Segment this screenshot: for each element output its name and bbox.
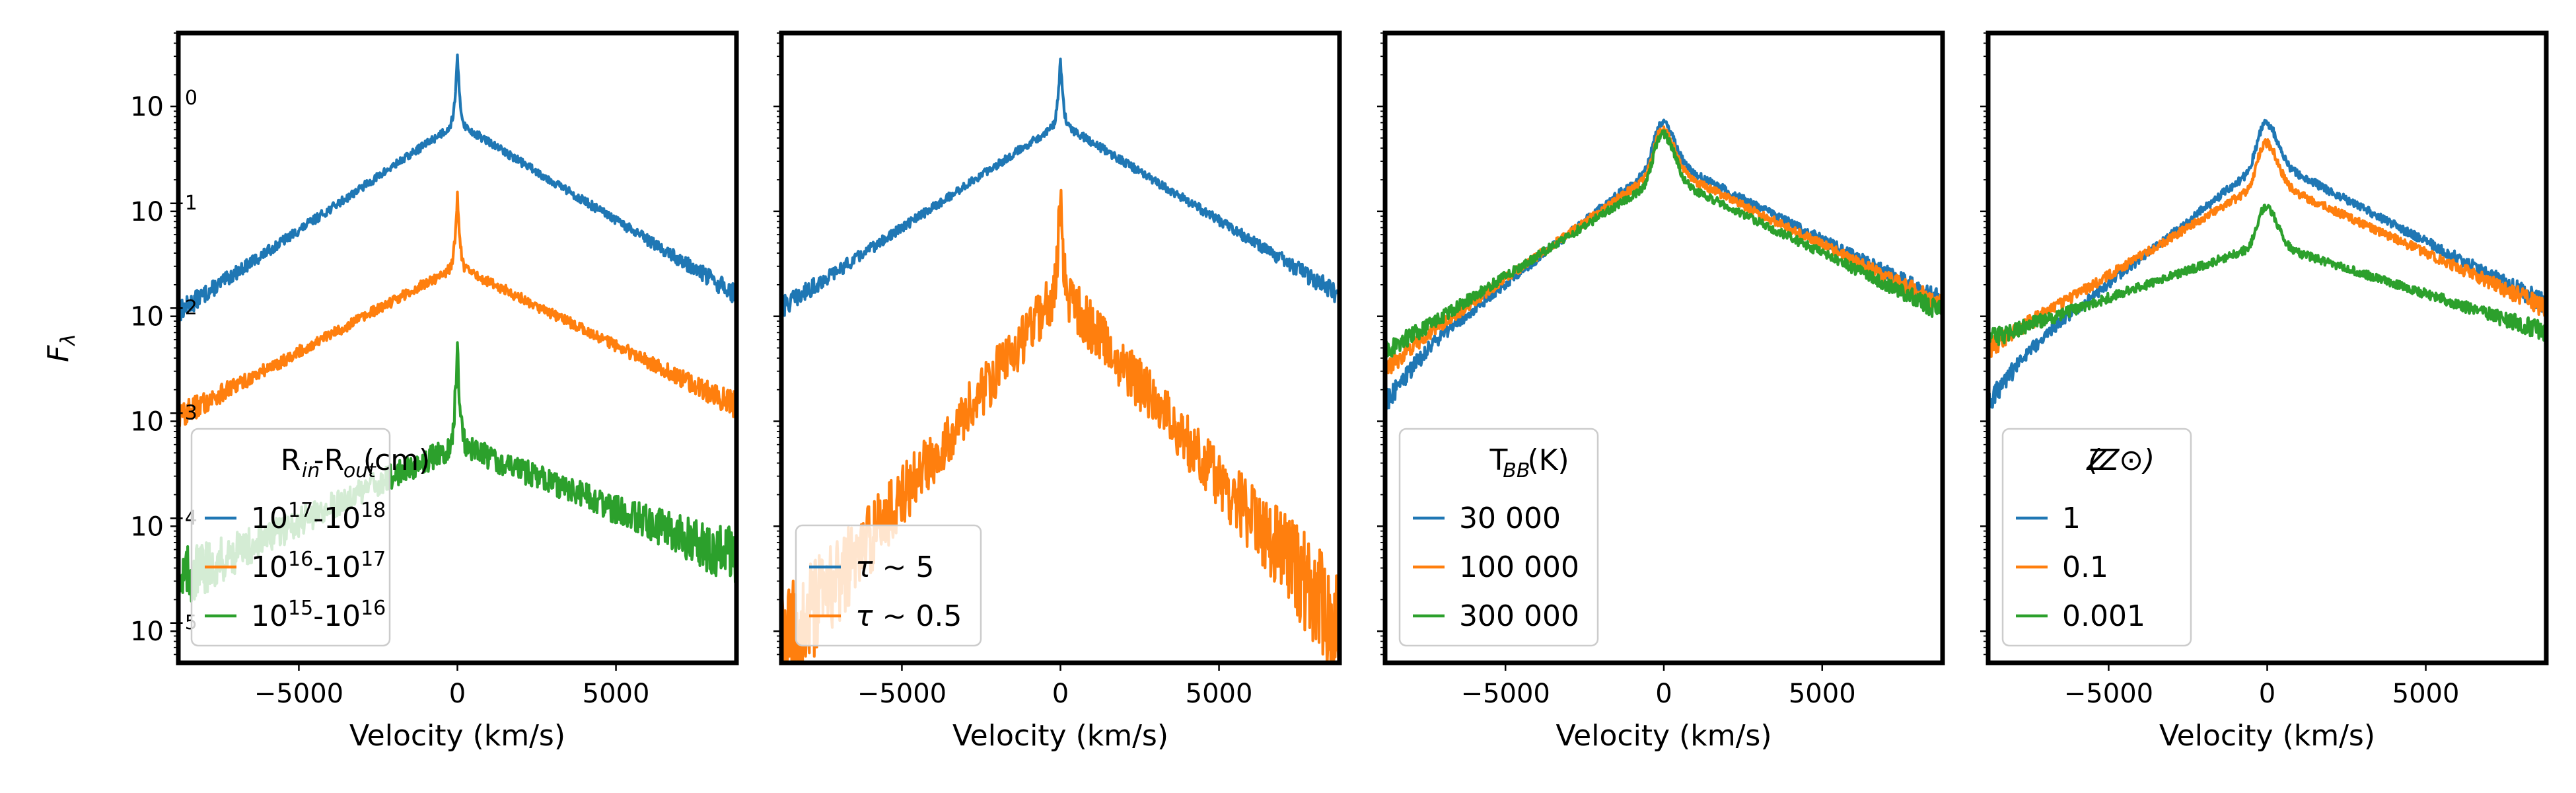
y-tick-label: 10 −3 <box>130 402 197 437</box>
legend-entry-label: τ ~ 0.5 <box>855 599 962 633</box>
x-axis-label: Velocity (km/s) <box>952 719 1168 753</box>
panel-2: −5000 0 5000 Velocity (km/s) τ ~ 5 τ ~ 0.5 <box>773 30 1342 753</box>
legend-box <box>2001 428 2192 647</box>
legend-title: Rin-Rout (cm) <box>281 443 431 482</box>
plot-area-4 <box>1988 118 2546 409</box>
x-tick-label: 5000 <box>2392 679 2460 709</box>
x-axis-label: Velocity (km/s) <box>1556 719 1771 753</box>
x-tick-label: 5000 <box>583 679 650 709</box>
legend-box <box>1398 428 1599 647</box>
legend-entry-label: 30 000 <box>1459 502 1561 535</box>
y-tick-label: 10 0 <box>130 87 197 122</box>
x-tick-label: −5000 <box>254 679 343 709</box>
x-tick-label: 0 <box>449 679 466 709</box>
legend: Rin-Rout (cm) 1017-1018 1016-1017 1015-1016 <box>190 428 431 647</box>
y-tick-label: 10 −2 <box>130 297 197 332</box>
series-line-0.001 <box>1988 204 2546 348</box>
legend: TBB (K) 30 000 100 000 300 000 <box>1398 428 1599 647</box>
x-tick-label: 5000 <box>1789 679 1856 709</box>
series-line-tau~0.5 <box>781 188 1340 663</box>
series-line-1e17-1e18 <box>178 53 736 322</box>
series-line-0.1 <box>1988 138 2546 358</box>
legend-box <box>190 428 391 647</box>
legend-entry-label: 0.001 <box>2062 599 2145 633</box>
legend-title: Z (Z⊙) <box>2079 443 2155 477</box>
series-line-30000 <box>1385 118 1943 414</box>
y-tick-label: 10 −5 <box>130 611 197 647</box>
plot-area-2 <box>781 57 1340 663</box>
x-axis-label: Velocity (km/s) <box>349 719 565 753</box>
plot-area-3 <box>1385 118 1943 414</box>
legend-title: TBB (K) <box>1489 443 1569 482</box>
legend: Z (Z⊙) 1 0.1 0.001 <box>2001 428 2192 647</box>
x-tick-label: 0 <box>1655 679 1672 709</box>
legend-entry-label: 1017-1018 <box>251 499 386 535</box>
x-tick-label: 0 <box>1052 679 1069 709</box>
x-tick-label: 5000 <box>1186 679 1253 709</box>
legend-entry-label: 1016-1017 <box>251 548 386 584</box>
x-axis-label: Velocity (km/s) <box>2159 719 2375 753</box>
legend-entry-label: 300 000 <box>1459 599 1579 633</box>
legend-entry-label: 100 000 <box>1459 550 1579 584</box>
panel-3: −5000 0 5000 Velocity (km/s) TBB (K) 30 000 10… <box>1377 30 1945 753</box>
x-tick-label: −5000 <box>857 679 947 709</box>
y-tick-label: 10 −1 <box>130 192 197 227</box>
panel-4: −5000 0 5000 Velocity (km/s) Z (Z⊙) 1 0.1 0.001 <box>1980 30 2549 753</box>
series-line-1e16-1e17 <box>178 190 736 428</box>
x-tick-label: 0 <box>2259 679 2275 709</box>
x-tick-label: −5000 <box>1461 679 1550 709</box>
legend-entry-label: 1015-1016 <box>251 597 386 633</box>
legend-entry-label: 1 <box>2062 502 2081 535</box>
series-line-1 <box>1988 118 2546 409</box>
legend: τ ~ 5 τ ~ 0.5 <box>795 524 982 647</box>
legend-entry-label: τ ~ 5 <box>855 550 934 584</box>
y-tick-label: 10 −4 <box>130 506 197 542</box>
legend-entry-label: 0.1 <box>2062 550 2108 584</box>
series-line-tau~5 <box>781 57 1340 317</box>
legend-box <box>795 524 982 647</box>
y-axis-label: Fλ <box>42 334 80 362</box>
x-tick-label: −5000 <box>2064 679 2153 709</box>
series-line-300000 <box>1385 129 1943 362</box>
